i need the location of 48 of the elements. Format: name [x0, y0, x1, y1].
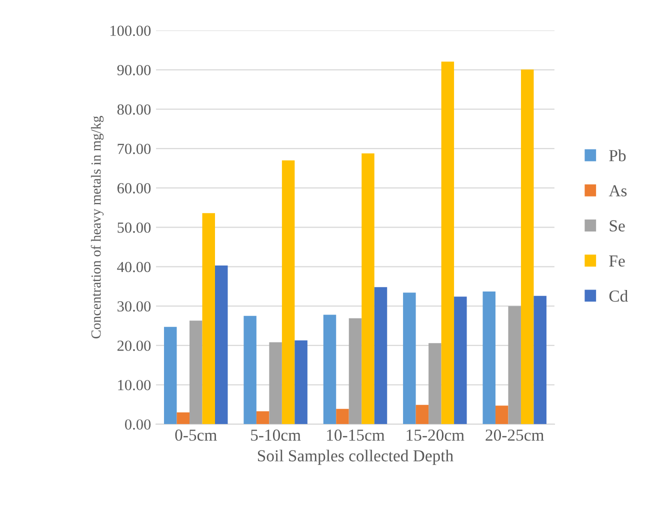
- bar: [336, 408, 349, 424]
- bar: [482, 292, 496, 424]
- y-tick-label: 60.00: [117, 183, 151, 194]
- bar: [520, 69, 534, 424]
- y-axis-title: Concentration of heavy metals in mg/kg: [90, 116, 104, 338]
- y-tick-label: 50.00: [118, 222, 151, 233]
- bar: [202, 213, 216, 424]
- legend-label: As: [608, 185, 627, 196]
- legend-label: Pb: [609, 150, 626, 162]
- bar: [534, 296, 546, 424]
- bar: [508, 306, 521, 424]
- x-tick-label: 20-25cm: [486, 430, 544, 441]
- bar: [294, 340, 308, 424]
- bar: [454, 296, 467, 424]
- y-tick-label: 30.00: [118, 301, 151, 312]
- bar: [495, 406, 508, 424]
- bar: [282, 160, 295, 424]
- bar: [215, 266, 228, 424]
- bar: [164, 326, 177, 424]
- y-tick-label: 90.00: [117, 64, 151, 76]
- y-tick-label: 100.00: [110, 26, 151, 36]
- x-tick-label: 5-10cm: [251, 430, 301, 441]
- x-tick-label: 15-20cm: [406, 430, 464, 441]
- bar: [374, 287, 388, 424]
- bar: [244, 316, 256, 424]
- bar: [441, 62, 454, 424]
- bar: [348, 318, 362, 424]
- y-tick-label: 10.00: [118, 380, 151, 390]
- bar: [403, 292, 416, 424]
- legend-label: Fe: [609, 256, 625, 267]
- bar: [256, 411, 270, 424]
- x-tick-label: 0-5cm: [175, 430, 217, 441]
- x-axis-title: Soil Samples collected Depth: [258, 450, 454, 465]
- bar: [362, 153, 374, 424]
- y-tick-label: 40.00: [117, 262, 151, 272]
- x-tick-label: 10-15cm: [327, 430, 385, 441]
- bar: [269, 342, 282, 424]
- bar: [428, 343, 442, 424]
- legend-label: Cd: [609, 290, 628, 302]
- bar: [416, 404, 429, 424]
- bar: [323, 314, 336, 424]
- y-tick-label: 80.00: [117, 104, 151, 115]
- bar: [190, 320, 202, 424]
- legend-label: Se: [610, 220, 625, 232]
- y-tick-label: 70.00: [118, 144, 151, 154]
- y-tick-label: 20.00: [117, 340, 151, 351]
- y-tick-label: 0.00: [125, 419, 151, 430]
- bar: [176, 412, 190, 424]
